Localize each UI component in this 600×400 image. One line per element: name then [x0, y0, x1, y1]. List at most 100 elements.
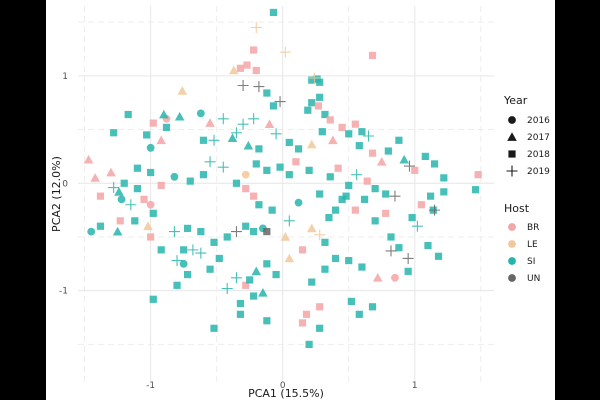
data-point: [316, 324, 324, 332]
data-point: [351, 206, 359, 214]
data-point: [253, 81, 265, 93]
data-point: [387, 233, 395, 241]
data-point: [227, 133, 238, 142]
legend-label-host: SI: [527, 257, 535, 267]
data-point: [308, 72, 320, 84]
data-point: [263, 89, 271, 97]
data-point: [294, 198, 303, 207]
data-point: [147, 168, 155, 177]
data-point: [236, 299, 245, 308]
data-point: [263, 228, 271, 236]
data-point: [403, 160, 415, 172]
data-point: [258, 288, 268, 297]
data-point: [321, 110, 329, 119]
data-point: [430, 160, 439, 168]
data-point: [264, 119, 275, 129]
data-point: [342, 192, 350, 200]
data-point: [331, 254, 340, 263]
data-point: [391, 273, 399, 282]
data-point: [251, 266, 262, 276]
data-point: [371, 217, 379, 225]
legend-key-circle: [508, 274, 516, 282]
data-point: [351, 120, 359, 128]
legend-key-circle: [508, 257, 516, 265]
legend-label-year: 2018: [527, 150, 550, 160]
data-point: [250, 46, 258, 54]
data-point: [285, 171, 293, 179]
data-point: [110, 129, 118, 137]
data-point: [308, 278, 316, 286]
data-point: [146, 200, 155, 209]
data-point: [338, 195, 346, 203]
data-point: [368, 51, 377, 60]
legend-key-circle: [508, 240, 516, 248]
data-point: [321, 265, 329, 273]
data-point: [157, 181, 165, 190]
data-point: [371, 185, 379, 193]
x-tick-label: 0: [280, 381, 286, 391]
data-point: [108, 182, 120, 194]
data-point: [186, 177, 194, 185]
legend-title-host: Host: [504, 202, 530, 215]
data-point: [294, 145, 303, 153]
data-point: [305, 166, 313, 174]
data-point: [179, 259, 188, 268]
data-point: [174, 111, 185, 121]
legend-label-year: 2016: [527, 116, 550, 126]
data-point: [316, 190, 324, 198]
data-point: [143, 221, 153, 231]
legend-key-triangle: [507, 132, 517, 141]
data-point: [326, 173, 334, 181]
data-point: [358, 263, 366, 271]
data-point: [147, 233, 155, 241]
data-point: [408, 214, 416, 222]
data-point: [355, 310, 363, 318]
data-point: [298, 246, 307, 254]
data-point: [114, 187, 124, 196]
data-point: [395, 244, 403, 252]
data-point: [424, 241, 432, 250]
data-point: [280, 232, 291, 241]
data-point: [411, 166, 419, 174]
legend-key-circle: [508, 116, 516, 124]
legend-title-year: Year: [503, 94, 528, 107]
data-point: [368, 303, 377, 311]
legend-label-host: UN: [527, 274, 540, 284]
data-point: [236, 310, 245, 318]
data-point: [316, 78, 324, 86]
data-point: [217, 161, 229, 173]
data-point: [250, 192, 258, 200]
data-point: [149, 209, 157, 217]
data-point: [117, 195, 126, 204]
data-point: [269, 8, 278, 17]
legend-label-host: BR: [527, 223, 539, 233]
legend-label-year: 2017: [527, 133, 550, 143]
data-point: [347, 297, 355, 306]
data-point: [304, 106, 312, 114]
data-point: [318, 128, 326, 136]
data-point: [199, 171, 208, 179]
data-point: [363, 177, 371, 185]
data-point: [131, 217, 139, 225]
data-point: [368, 149, 377, 157]
y-tick-label: -1: [59, 287, 68, 297]
data-point: [184, 224, 192, 232]
data-point: [157, 246, 165, 254]
data-point: [143, 131, 151, 139]
data-point: [229, 65, 239, 75]
data-point: [168, 226, 180, 238]
data-point: [252, 160, 260, 168]
data-point: [241, 170, 250, 179]
data-point: [210, 238, 218, 246]
data-point: [308, 76, 316, 84]
data-point: [210, 324, 218, 332]
data-point: [156, 135, 166, 145]
legend: Year 2016 2017 2018 2019 Host BR LE SI UN: [503, 94, 550, 284]
data-point: [263, 260, 271, 268]
data-point: [250, 292, 258, 300]
data-point: [248, 113, 260, 125]
data-point: [255, 201, 263, 209]
data-point: [83, 154, 94, 164]
data-point: [360, 195, 369, 203]
data-point: [372, 272, 383, 282]
